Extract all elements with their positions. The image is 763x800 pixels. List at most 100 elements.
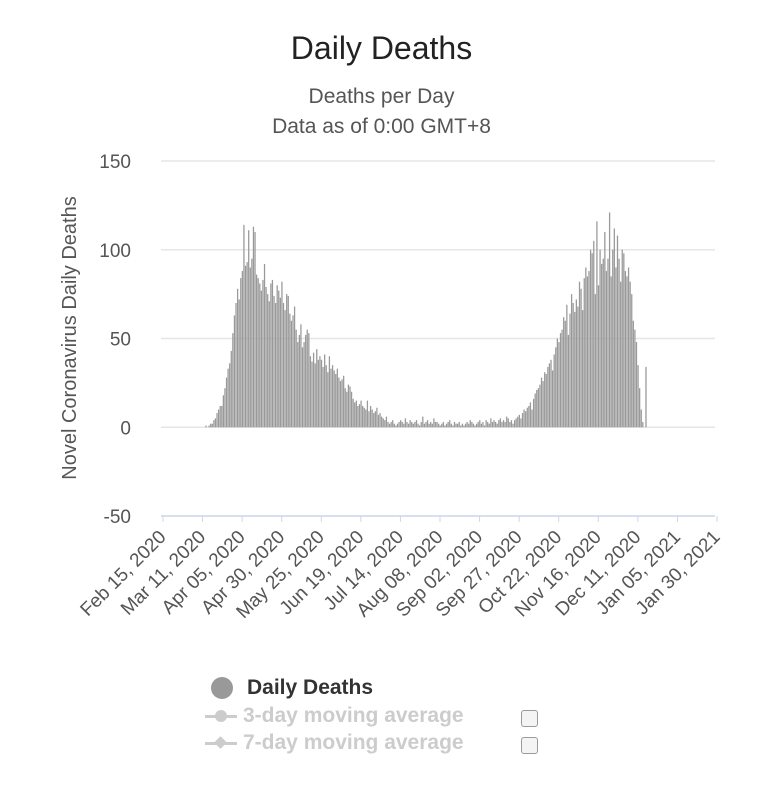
daily-deaths-bar[interactable] [236,288,239,428]
daily-deaths-bar[interactable] [531,409,533,428]
daily-deaths-bar[interactable] [369,405,372,428]
daily-deaths-bar[interactable] [616,235,619,428]
daily-deaths-bar[interactable] [419,425,421,428]
daily-deaths-bar[interactable] [545,374,547,428]
daily-deaths-bar[interactable] [387,421,389,428]
daily-deaths-bar[interactable] [343,375,345,428]
daily-deaths-bar[interactable] [482,421,484,428]
daily-deaths-bar[interactable] [320,359,323,428]
daily-deaths-bar[interactable] [293,306,296,428]
daily-deaths-bar[interactable] [501,421,503,428]
daily-deaths-bar[interactable] [518,414,520,428]
daily-deaths-bar[interactable] [404,418,407,428]
daily-deaths-bar[interactable] [532,398,535,428]
daily-deaths-bar[interactable] [314,363,316,428]
daily-deaths-bar[interactable] [385,416,388,428]
daily-deaths-bar[interactable] [499,418,501,428]
daily-deaths-bar[interactable] [570,294,573,428]
daily-deaths-bar[interactable] [306,329,308,428]
daily-deaths-bar[interactable] [483,425,486,428]
3-day-average-checkbox[interactable] [521,710,538,727]
daily-deaths-bar[interactable] [381,416,383,428]
daily-deaths-bar[interactable] [251,258,253,428]
daily-deaths-bar[interactable] [365,409,367,428]
daily-deaths-bar[interactable] [431,423,433,428]
daily-deaths-bar[interactable] [420,421,422,428]
daily-deaths-bar[interactable] [555,347,557,428]
daily-deaths-bar[interactable] [455,423,457,428]
daily-deaths-bar[interactable] [556,338,558,428]
daily-deaths-bar[interactable] [583,278,585,428]
daily-deaths-bar[interactable] [453,421,456,428]
daily-deaths-bar[interactable] [254,232,256,428]
daily-deaths-bar[interactable] [214,418,217,428]
daily-deaths-bar[interactable] [411,421,413,428]
daily-deaths-bar[interactable] [463,425,465,428]
daily-deaths-bar[interactable] [279,297,281,428]
daily-deaths-bar[interactable] [423,423,426,428]
daily-deaths-bar[interactable] [259,283,261,428]
daily-deaths-bar[interactable] [567,334,570,428]
daily-deaths-bar[interactable] [589,249,592,428]
daily-deaths-bar[interactable] [354,402,356,428]
daily-deaths-bar[interactable] [498,420,500,428]
daily-deaths-bar[interactable] [308,333,310,428]
daily-deaths-bar[interactable] [564,320,566,428]
daily-deaths-bar[interactable] [494,421,497,428]
daily-deaths-bar[interactable] [398,421,400,428]
daily-deaths-bar[interactable] [430,421,432,428]
daily-deaths-bar[interactable] [292,315,294,428]
daily-deaths-bar[interactable] [221,405,223,428]
daily-deaths-bar[interactable] [594,294,596,428]
daily-deaths-bar[interactable] [363,407,365,428]
daily-deaths-bar[interactable] [525,411,527,428]
daily-deaths-bar[interactable] [248,230,250,428]
daily-deaths-bar[interactable] [274,303,277,428]
daily-deaths-bar[interactable] [458,421,460,428]
daily-deaths-bar[interactable] [434,421,437,428]
daily-deaths-bar[interactable] [452,425,454,428]
daily-deaths-bar[interactable] [537,388,539,428]
daily-deaths-bar[interactable] [265,287,267,428]
daily-deaths-bar[interactable] [441,423,443,428]
daily-deaths-bar[interactable] [301,347,304,428]
daily-deaths-bar[interactable] [578,281,581,428]
daily-deaths-bar[interactable] [211,423,213,428]
daily-deaths-bar[interactable] [528,405,530,428]
daily-deaths-bar[interactable] [623,253,625,428]
daily-deaths-bar[interactable] [366,400,369,428]
daily-deaths-bar[interactable] [512,423,514,428]
daily-deaths-bar[interactable] [523,409,525,428]
daily-deaths-bar[interactable] [298,334,300,428]
daily-deaths-bar[interactable] [472,423,475,428]
daily-deaths-bar[interactable] [490,418,492,428]
daily-deaths-bar[interactable] [515,418,517,428]
daily-deaths-bar[interactable] [577,306,579,428]
daily-deaths-bar[interactable] [635,342,638,428]
daily-deaths-bar[interactable] [461,423,464,428]
daily-deaths-bar[interactable] [428,423,430,428]
daily-deaths-bar[interactable] [305,334,307,428]
daily-deaths-bar[interactable] [290,320,293,428]
daily-deaths-bar[interactable] [344,388,346,428]
daily-deaths-bar[interactable] [471,421,473,428]
daily-deaths-bar[interactable] [319,356,321,428]
daily-deaths-bar[interactable] [629,281,631,428]
daily-deaths-bar[interactable] [604,232,606,428]
daily-deaths-bar[interactable] [534,393,536,428]
daily-deaths-bar[interactable] [362,405,364,428]
daily-deaths-bar[interactable] [485,420,487,428]
daily-deaths-bar[interactable] [262,279,264,428]
daily-deaths-bar[interactable] [373,413,375,428]
daily-deaths-bar[interactable] [409,420,411,428]
daily-deaths-bar[interactable] [238,299,240,428]
daily-deaths-bar[interactable] [444,425,446,428]
daily-deaths-bar[interactable] [442,421,445,428]
daily-deaths-bar[interactable] [422,416,424,428]
daily-deaths-bar[interactable] [580,288,582,428]
daily-deaths-bar[interactable] [379,413,381,428]
daily-deaths-bar[interactable] [414,421,416,428]
daily-deaths-bar[interactable] [517,416,519,428]
legend-item-daily-deaths[interactable]: Daily Deaths [211,676,373,700]
daily-deaths-bar[interactable] [510,420,513,428]
